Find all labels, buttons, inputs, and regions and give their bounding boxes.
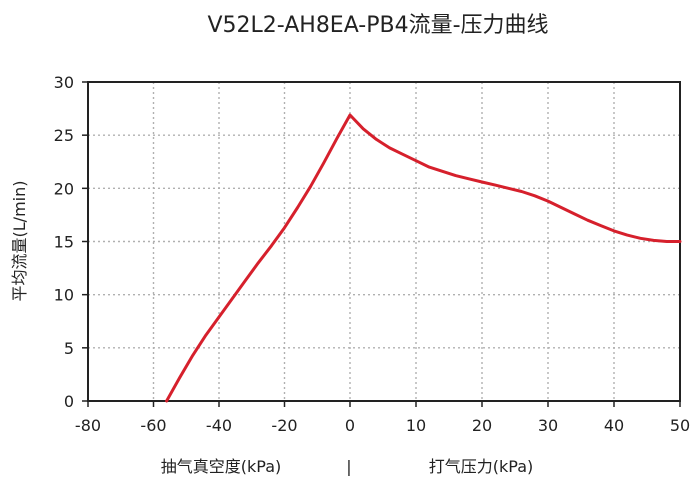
ticks: -80 -60 -40 -20 0 10 20 30 40 50 0 5 10 15 20 25 30: [54, 73, 691, 435]
x-tick-label: 20: [472, 416, 492, 435]
y-tick-label: 10: [54, 286, 74, 305]
x-tick-label: 0: [345, 416, 355, 435]
series-line: [165, 113, 682, 403]
x-tick-label: 10: [406, 416, 426, 435]
x-tick-label: 30: [538, 416, 558, 435]
y-tick-label: 0: [64, 392, 74, 411]
grid: [88, 82, 680, 401]
x-tick-label: -60: [140, 416, 166, 435]
y-tick-label: 15: [54, 233, 74, 252]
x-axis-label-pressure: 打气压力(kPa): [429, 457, 534, 476]
x-tick-label: -20: [271, 416, 297, 435]
chart-title: V52L2-AH8EA-PB4流量-压力曲线: [207, 13, 548, 38]
x-tick-label: -80: [75, 416, 101, 435]
y-tick-label: 25: [54, 126, 74, 145]
x-tick-label: 40: [604, 416, 624, 435]
y-tick-label: 20: [54, 179, 74, 198]
y-tick-label: 5: [64, 339, 74, 358]
x-tick-label: -40: [206, 416, 232, 435]
x-axis-label-vacuum: 抽气真空度(kPa): [161, 457, 282, 476]
x-axis-label-separator: |: [346, 457, 351, 476]
y-tick-label: 30: [54, 73, 74, 92]
x-tick-label: 50: [670, 416, 690, 435]
y-axis-label: 平均流量(L/min): [10, 181, 29, 302]
